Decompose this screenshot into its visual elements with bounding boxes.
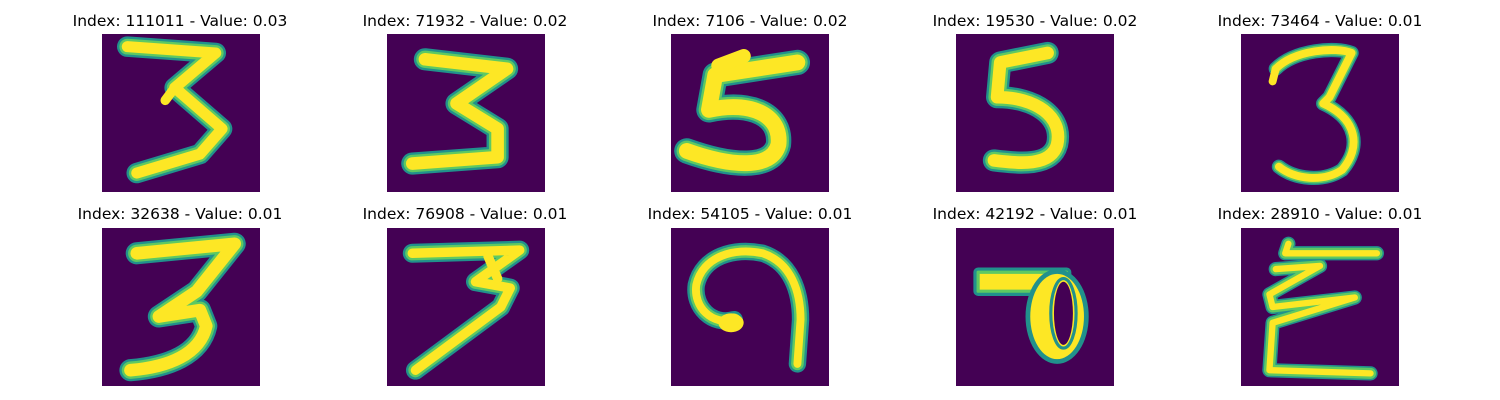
digit-stroke [1262, 236, 1384, 381]
digit-stroke [674, 49, 811, 176]
digit-stroke [402, 240, 530, 380]
digit-stroke [1268, 42, 1361, 186]
digit-image [671, 34, 829, 192]
digit-stroke [401, 48, 519, 175]
panel-title: Index: 76908 - Value: 0.01 [362, 205, 568, 223]
digit-image [671, 228, 829, 386]
panel-title: Index: 111011 - Value: 0.03 [72, 12, 288, 30]
digit-image [102, 228, 260, 386]
panel-title: Index: 19530 - Value: 0.02 [932, 12, 1138, 30]
digit-image [1241, 34, 1399, 192]
panel-title: Index: 71932 - Value: 0.02 [362, 12, 568, 30]
panel-title: Index: 54105 - Value: 0.01 [647, 205, 853, 223]
digit-image [1241, 228, 1399, 386]
panel-title: Index: 73464 - Value: 0.01 [1217, 12, 1423, 30]
digit-image [387, 228, 545, 386]
digit-stroke [687, 242, 810, 373]
digit-stroke [119, 232, 246, 382]
digit-blob [718, 313, 744, 333]
digit-image [102, 34, 260, 192]
digit-image [956, 34, 1114, 192]
digit-stroke [117, 36, 233, 184]
digit-stroke [982, 41, 1070, 174]
image-background [1241, 34, 1399, 192]
digit-stroke [973, 267, 1089, 364]
digit-image [956, 228, 1114, 386]
panel-title: Index: 28910 - Value: 0.01 [1217, 205, 1423, 223]
panel-title: Index: 7106 - Value: 0.02 [652, 12, 848, 30]
digit-image [387, 34, 545, 192]
panel-title: Index: 32638 - Value: 0.01 [77, 205, 283, 223]
panel-title: Index: 42192 - Value: 0.01 [932, 205, 1138, 223]
